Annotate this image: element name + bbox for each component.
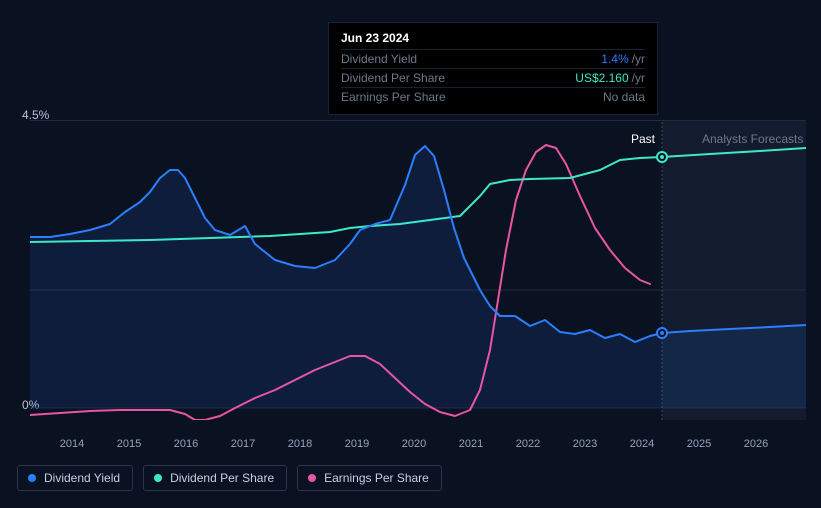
tooltip-row: Dividend Yield 1.4%/yr (341, 49, 645, 68)
tooltip-row: Dividend Per Share US$2.160/yr (341, 68, 645, 87)
x-axis-year: 2019 (345, 438, 369, 450)
legend-label: Dividend Per Share (170, 471, 274, 485)
legend-dot-icon (154, 474, 162, 482)
tooltip-row-value: No data (603, 89, 645, 106)
x-axis-labels: 2014 2015 2016 2017 2018 2019 2020 2021 2022 2023… (30, 438, 806, 452)
x-axis-year: 2024 (630, 438, 654, 450)
x-axis-year: 2020 (402, 438, 426, 450)
past-label: Past (631, 132, 655, 146)
legend-label: Earnings Per Share (324, 471, 429, 485)
tooltip-row: Earnings Per Share No data (341, 87, 645, 106)
x-axis-year: 2023 (573, 438, 597, 450)
x-axis-year: 2018 (288, 438, 312, 450)
x-axis-year: 2016 (174, 438, 198, 450)
plot-area[interactable]: Past Analysts Forecasts (30, 120, 806, 420)
x-axis-year: 2015 (117, 438, 141, 450)
tooltip-row-label: Dividend Yield (341, 51, 417, 68)
legend-dot-icon (28, 474, 36, 482)
legend-item[interactable]: Dividend Yield (17, 465, 133, 491)
x-axis-year: 2022 (516, 438, 540, 450)
legend: Dividend Yield Dividend Per Share Earnings… (17, 465, 442, 491)
legend-dot-icon (308, 474, 316, 482)
legend-label: Dividend Yield (44, 471, 120, 485)
tooltip-row-value: 1.4%/yr (601, 51, 645, 68)
chart-tooltip: Jun 23 2024 Dividend Yield1.4%/yrDividen… (328, 22, 658, 115)
dividend-chart: Jun 23 2024 Dividend Yield1.4%/yrDividen… (0, 0, 821, 508)
tooltip-row-label: Dividend Per Share (341, 70, 445, 87)
x-axis-year: 2014 (60, 438, 84, 450)
x-axis-year: 2025 (687, 438, 711, 450)
tooltip-date: Jun 23 2024 (341, 31, 645, 45)
tooltip-row-label: Earnings Per Share (341, 89, 446, 106)
x-axis-year: 2026 (744, 438, 768, 450)
x-axis-year: 2021 (459, 438, 483, 450)
chart-svg (30, 120, 806, 420)
tooltip-row-value: US$2.160/yr (575, 70, 645, 87)
legend-item[interactable]: Earnings Per Share (297, 465, 442, 491)
legend-item[interactable]: Dividend Per Share (143, 465, 287, 491)
x-axis-year: 2017 (231, 438, 255, 450)
forecast-label: Analysts Forecasts (702, 132, 803, 146)
